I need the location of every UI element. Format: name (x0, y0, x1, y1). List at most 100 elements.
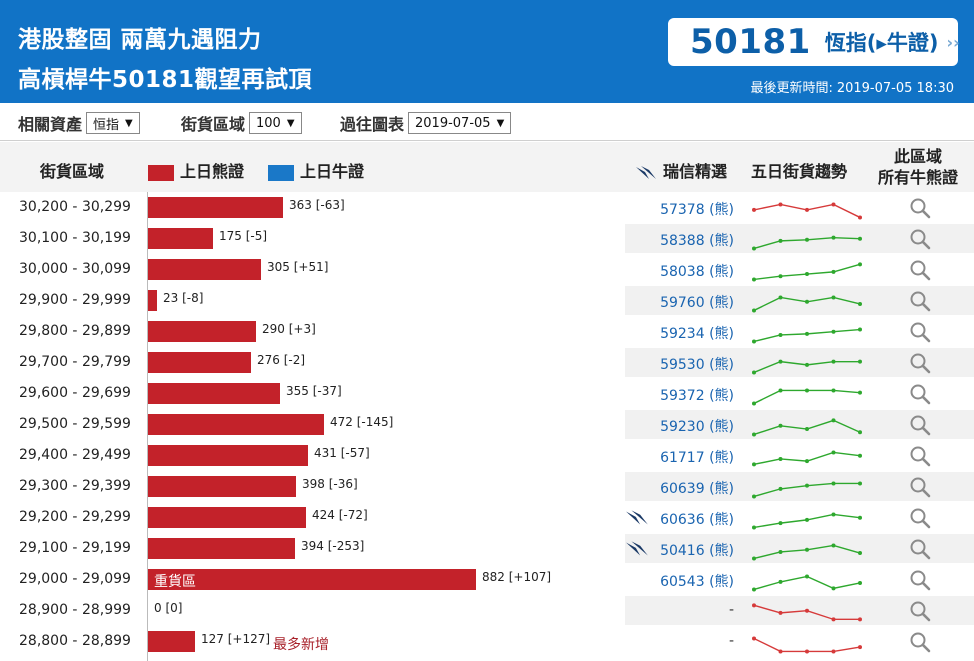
history-select[interactable]: 2019-07-05 ▼ (408, 112, 512, 134)
pick-link[interactable]: 60543 (熊) (660, 574, 734, 590)
sparkline-point (831, 512, 836, 517)
sparkline-point (831, 450, 836, 455)
sparkline-point (805, 207, 809, 212)
magnifier-icon[interactable] (909, 507, 931, 529)
dropdown-arrow-icon: ▼ (125, 117, 133, 129)
row-range: 29,800 - 29,899 (19, 323, 131, 339)
bar-value-label: 424 [-72] (312, 508, 368, 522)
trend-sparkline (752, 603, 862, 622)
sparkline-point (805, 362, 809, 367)
magnifier-icon[interactable] (909, 321, 931, 343)
sparkline-point (858, 327, 862, 332)
bear-bar[interactable] (148, 383, 280, 404)
magnifier-icon[interactable] (909, 445, 931, 467)
bear-bar[interactable] (148, 290, 157, 311)
row-range: 29,200 - 29,299 (19, 509, 131, 525)
magnifier-icon[interactable] (909, 476, 931, 498)
pick-link[interactable]: 59230 (熊) (660, 419, 734, 435)
quote-number: 50181 (690, 22, 811, 62)
table-row: 29,800 - 29,899 290 [+3] 59234 (熊) (0, 316, 974, 347)
last-updated-time: 2019-07-05 18:30 (836, 81, 954, 96)
sparkline-point (752, 587, 756, 592)
sparkline-point (858, 453, 862, 458)
bar-value-label: 363 [-63] (289, 198, 345, 212)
sparkline-point (805, 427, 809, 432)
row-range: 30,200 - 30,299 (19, 199, 131, 215)
magnifier-icon[interactable] (909, 538, 931, 560)
bear-bar[interactable]: 重貨區 (148, 569, 476, 590)
pick-link[interactable]: 59530 (熊) (660, 357, 734, 373)
magnifier-icon[interactable] (909, 569, 931, 591)
bear-bar[interactable] (148, 414, 324, 435)
bear-bar[interactable] (148, 538, 295, 559)
pick-link[interactable]: 61717 (熊) (660, 450, 734, 466)
column-all-line1: 此區域 (894, 147, 943, 166)
quote-card[interactable]: 50181 恆指(▸牛證) ›› (668, 18, 960, 66)
row-range: 28,900 - 28,999 (19, 602, 131, 618)
asset-select[interactable]: 恒指 ▼ (86, 112, 140, 134)
pick-link[interactable]: 57378 (熊) (660, 202, 734, 218)
zone-select-value: 100 (256, 115, 281, 131)
legend-bull: 上日牛證 (268, 158, 364, 182)
zone-select[interactable]: 100 ▼ (249, 112, 302, 134)
pick-link[interactable]: 59234 (熊) (660, 326, 734, 342)
quote-label: 恆指(▸牛證) (824, 31, 939, 55)
bear-bar[interactable] (148, 352, 251, 373)
magnifier-icon[interactable] (909, 600, 931, 622)
legend-bear-label: 上日熊證 (180, 162, 245, 181)
magnifier-icon[interactable] (909, 383, 931, 405)
trend-sparkline (752, 543, 862, 561)
history-filter: 過往圖表 2019-07-05 ▼ (340, 111, 512, 135)
bear-bar[interactable] (148, 631, 195, 652)
asset-filter-label: 相關資產 (18, 115, 83, 134)
sparkline-point (858, 215, 862, 220)
sparkline-point (805, 608, 809, 613)
column-all-warrants: 此區域 所有牛熊證 (878, 146, 958, 188)
bar-value-label: 0 [0] (154, 601, 183, 615)
table-row: 28,800 - 28,899 127 [+127] 最多新增 - (0, 626, 974, 657)
magnifier-icon[interactable] (909, 259, 931, 281)
pick-link[interactable]: 60636 (熊) (660, 512, 734, 528)
bear-swatch (148, 164, 174, 181)
sparkline-point (805, 649, 809, 654)
sparkline-path (753, 296, 861, 312)
magnifier-icon[interactable] (909, 352, 931, 374)
row-range: 29,100 - 29,199 (19, 540, 131, 556)
bear-bar[interactable] (148, 476, 296, 497)
bear-bar[interactable] (148, 197, 283, 218)
sparkline-point (805, 459, 809, 464)
sparkline-point (858, 359, 862, 364)
column-all-line2: 所有牛熊證 (878, 168, 959, 187)
pick-link[interactable]: 59760 (熊) (660, 295, 734, 311)
magnifier-icon[interactable] (909, 228, 931, 250)
bear-bar[interactable] (148, 321, 256, 342)
bar-value-label: 276 [-2] (257, 353, 306, 367)
bear-bar[interactable] (148, 445, 308, 466)
sparkline-point (778, 456, 783, 461)
bear-bar[interactable] (148, 507, 306, 528)
row-range: 29,400 - 29,499 (19, 447, 131, 463)
magnifier-icon[interactable] (909, 197, 931, 219)
sparkline-point (805, 237, 809, 242)
pick-link[interactable]: 59372 (熊) (660, 388, 734, 404)
bar-value-label: 23 [-8] (163, 291, 204, 305)
bar-value-label: 882 [+107] (482, 570, 552, 584)
sparkline-point (831, 649, 836, 654)
bear-bar[interactable] (148, 228, 213, 249)
sparkline-point (858, 580, 862, 585)
bear-bar[interactable] (148, 259, 261, 280)
pick-link[interactable]: 50416 (熊) (660, 543, 734, 559)
column-zone: 街貨區域 (40, 162, 105, 181)
pick-link[interactable]: 60639 (熊) (660, 481, 734, 497)
pick-link[interactable]: 58388 (熊) (660, 233, 734, 249)
trend-sparkline (752, 450, 862, 467)
magnifier-icon[interactable] (909, 290, 931, 312)
zone-rows: 30,200 - 30,299 363 [-63] 57378 (熊) 30,100 … (0, 192, 974, 657)
sparkline-point (858, 551, 862, 556)
pick-link[interactable]: 58038 (熊) (660, 264, 734, 280)
bar-value-label: 394 [-253] (301, 539, 365, 553)
sparkline-point (858, 301, 862, 306)
row-shade (625, 534, 974, 563)
magnifier-icon[interactable] (909, 414, 931, 436)
magnifier-icon[interactable] (909, 631, 931, 653)
